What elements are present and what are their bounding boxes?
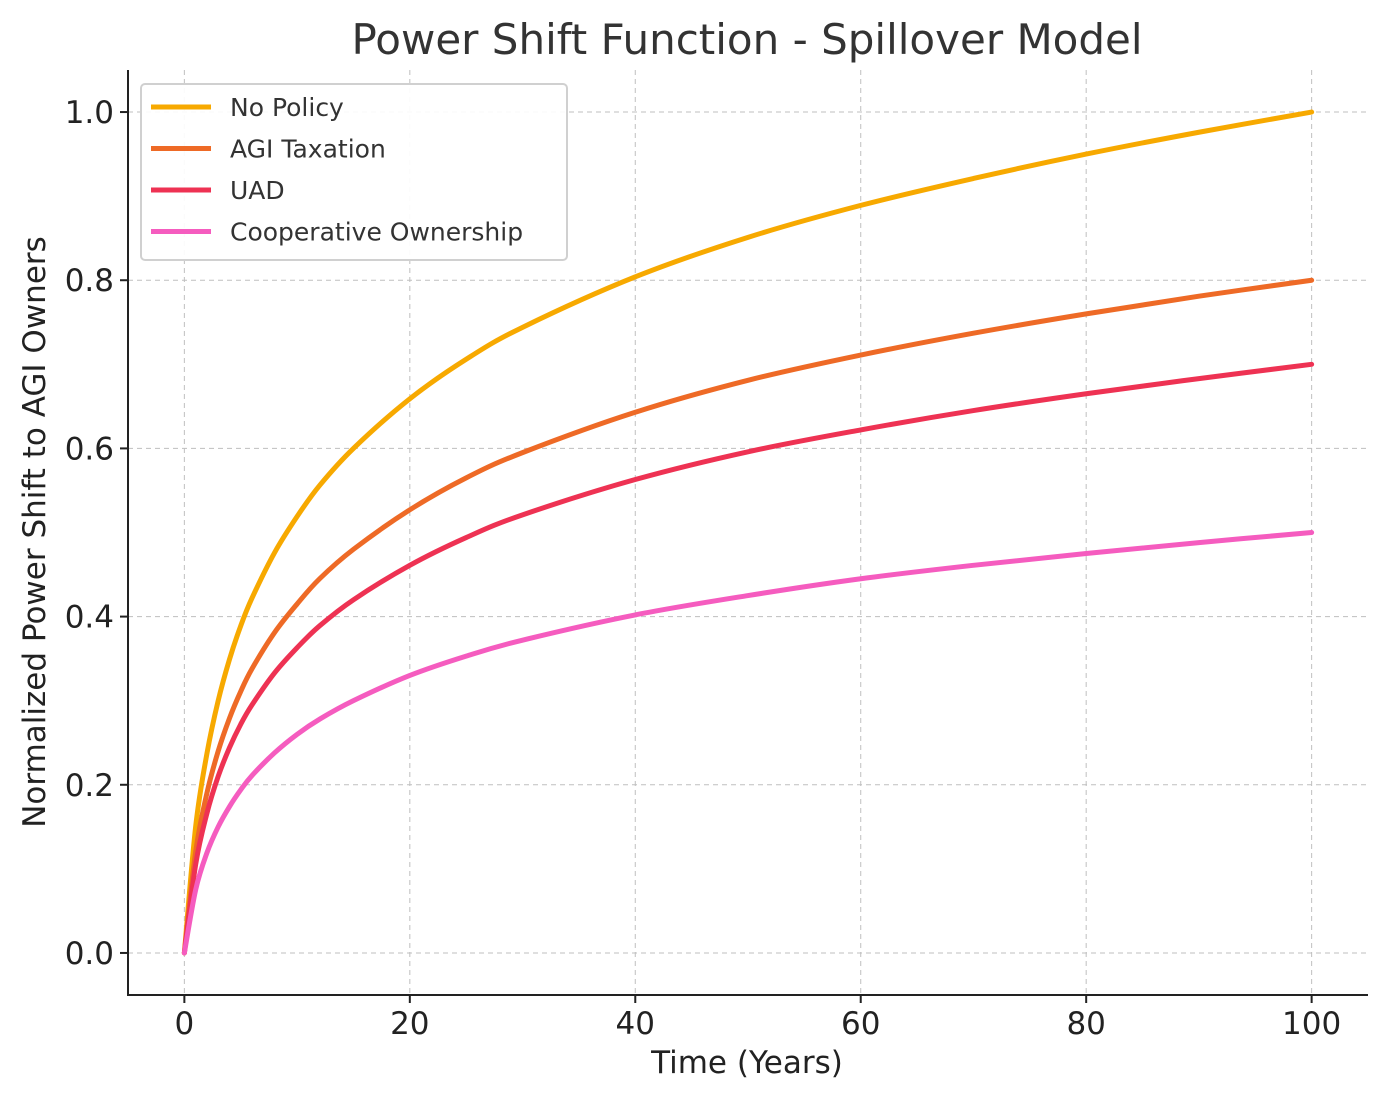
x-tick-label: 60: [841, 1006, 880, 1042]
series-line-agi-taxation: [181, 277, 1315, 956]
y-ticks: 0.0 0.2 0.4 0.6 0.8 1.0: [65, 95, 128, 972]
x-axis-label: Time (Years): [650, 1045, 843, 1081]
y-axis-label: Normalized Power Shift to AGI Owners: [17, 236, 53, 828]
legend-label: UAD: [230, 176, 285, 205]
legend-box: [140, 83, 568, 261]
y-tick-label: 0.6: [65, 431, 114, 467]
x-tick-label: 40: [616, 1006, 655, 1042]
x-tick-label: 100: [1282, 1006, 1341, 1042]
x-tick-label: 0: [174, 1006, 194, 1042]
x-tick-label: 20: [390, 1006, 429, 1042]
series-line-no-policy: [181, 109, 1315, 956]
series-layer: [181, 109, 1315, 956]
legend-label: Cooperative Ownership: [230, 218, 523, 247]
legend-label: No Policy: [230, 93, 344, 122]
y-tick-label: 1.0: [65, 95, 114, 131]
y-tick-label: 0.8: [65, 263, 114, 299]
y-tick-label: 0.2: [65, 768, 114, 804]
series-line-uad: [181, 361, 1315, 956]
legend: No Policy AGI Taxation UAD Cooperative Owne…: [140, 83, 568, 261]
axes: [127, 70, 1368, 996]
y-tick-label: 0.0: [65, 936, 114, 972]
chart-title: Power Shift Function - Spillover Model: [351, 15, 1142, 64]
x-ticks: 0 20 40 60 80 100: [174, 995, 1341, 1042]
series-line-cooperative-ownership: [181, 530, 1315, 956]
x-tick-label: 80: [1066, 1006, 1105, 1042]
legend-label: AGI Taxation: [230, 135, 386, 164]
y-tick-label: 0.4: [65, 600, 114, 636]
